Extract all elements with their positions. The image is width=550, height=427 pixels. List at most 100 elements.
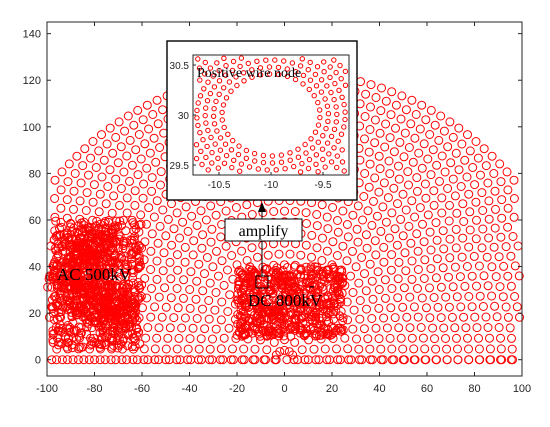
data-point — [86, 290, 96, 300]
inset-data-point — [275, 71, 282, 78]
data-point — [370, 115, 380, 125]
data-point — [464, 189, 474, 199]
data-point — [451, 224, 461, 234]
data-point — [490, 186, 500, 196]
data-point — [235, 265, 245, 275]
data-point — [63, 320, 73, 330]
data-point — [471, 197, 481, 207]
data-point — [130, 342, 140, 351]
data-point — [217, 297, 227, 307]
data-point — [323, 224, 333, 234]
inset-data-point — [234, 82, 240, 89]
data-point — [94, 146, 104, 156]
x-tick-label: 40 — [373, 383, 385, 395]
data-point — [234, 279, 244, 289]
data-point — [302, 279, 312, 288]
data-point — [83, 248, 92, 258]
data-point — [436, 313, 446, 323]
data-point — [127, 160, 137, 170]
data-point — [126, 250, 136, 260]
inset-data-point — [299, 56, 305, 62]
data-point — [392, 240, 402, 250]
data-point — [276, 310, 286, 320]
data-point — [270, 276, 280, 286]
inset-data-point — [243, 147, 250, 154]
data-point — [147, 284, 156, 293]
data-point — [115, 200, 124, 210]
data-point — [132, 331, 141, 341]
data-point — [303, 277, 313, 287]
inset-data-point — [342, 109, 348, 115]
data-point — [125, 135, 135, 145]
data-point — [491, 204, 500, 214]
data-point — [224, 323, 234, 333]
minus-mark: - — [309, 276, 315, 295]
data-point — [325, 303, 335, 313]
inset-data-point — [221, 124, 227, 131]
data-point — [89, 180, 99, 190]
inset-data-point — [260, 152, 267, 159]
data-point — [51, 246, 61, 256]
data-point — [105, 165, 115, 175]
data-point — [420, 179, 430, 189]
data-point — [62, 195, 72, 205]
data-point — [50, 257, 60, 267]
data-point — [400, 128, 410, 138]
data-point — [135, 339, 145, 349]
data-point — [56, 203, 66, 213]
data-point — [483, 281, 493, 291]
data-point — [284, 299, 294, 309]
inset-data-point — [195, 100, 201, 106]
inset-data-point — [281, 58, 287, 64]
data-point — [201, 215, 211, 225]
data-point — [245, 292, 255, 302]
data-point — [63, 338, 72, 348]
inset-data-point — [299, 160, 305, 167]
data-point — [132, 355, 142, 365]
inset-data-point — [223, 95, 230, 101]
inset-data-point — [215, 165, 222, 171]
data-point — [419, 274, 429, 283]
data-point — [219, 280, 229, 290]
inset-data-point — [312, 71, 319, 78]
data-point — [360, 169, 370, 178]
data-point — [202, 253, 212, 262]
data-point — [164, 355, 174, 365]
data-point — [133, 170, 143, 180]
data-point — [156, 180, 165, 190]
data-point — [76, 301, 86, 311]
data-point — [400, 248, 410, 258]
data-point — [89, 337, 99, 347]
data-point — [365, 344, 375, 354]
inset-x-tick-label: -9.5 — [314, 180, 332, 191]
data-point — [121, 309, 131, 319]
data-point — [365, 125, 375, 134]
inset-data-point — [202, 71, 208, 77]
inset-data-point — [266, 71, 273, 77]
data-point — [86, 153, 96, 163]
data-point — [139, 179, 149, 189]
data-point — [419, 237, 429, 247]
inset-data-point — [203, 154, 209, 161]
data-point — [200, 324, 210, 334]
data-point — [478, 302, 488, 311]
data-point — [458, 233, 468, 243]
data-point — [393, 274, 403, 284]
data-point — [287, 276, 297, 286]
data-point — [444, 216, 454, 226]
data-point — [130, 200, 140, 210]
data-point — [141, 333, 151, 343]
data-point — [186, 355, 196, 365]
data-point — [111, 132, 121, 142]
y-tick-label: 20 — [29, 308, 41, 320]
data-point — [301, 262, 311, 272]
data-point — [317, 256, 327, 265]
data-point — [152, 256, 162, 266]
inset-data-point — [236, 143, 242, 149]
data-point — [150, 355, 160, 365]
data-point — [189, 236, 199, 246]
data-point — [324, 308, 334, 318]
inset-data-point — [320, 133, 326, 139]
data-point — [435, 176, 444, 186]
data-point — [125, 176, 134, 186]
